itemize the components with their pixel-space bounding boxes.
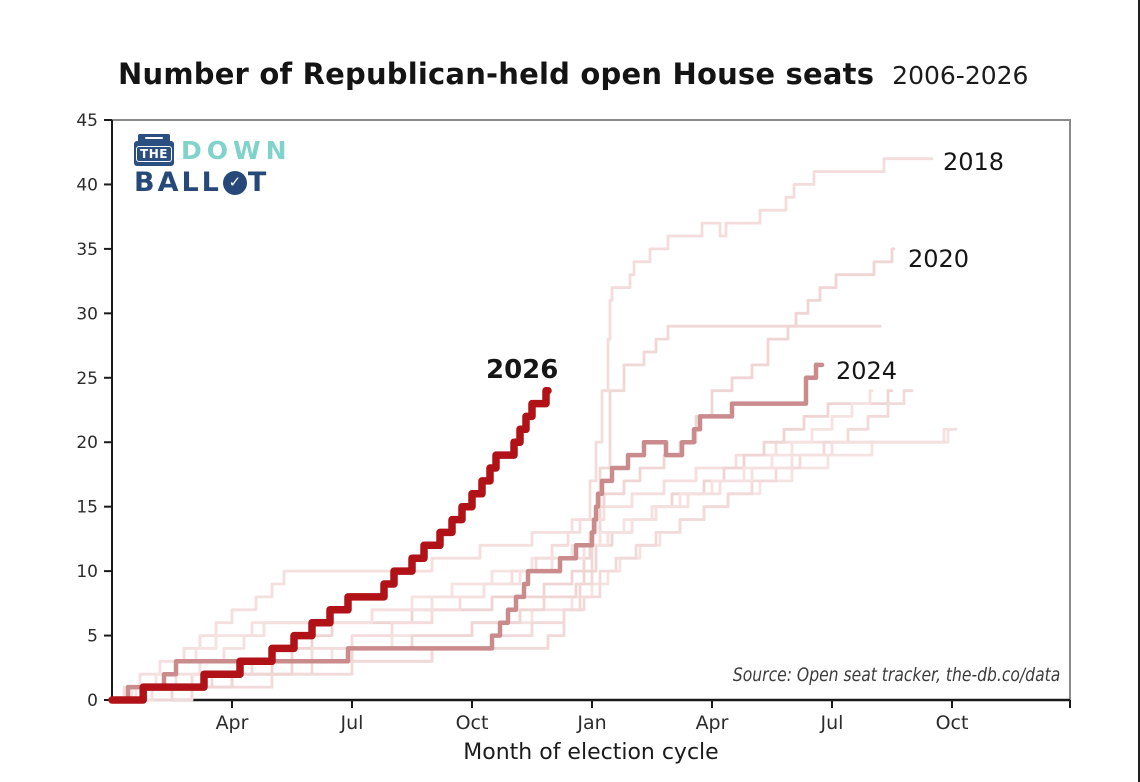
x-tick-label: Jul: [820, 712, 844, 734]
plot-frame: [112, 119, 1071, 700]
logo-word-the: THE: [136, 145, 172, 162]
series-line-2024: [109, 362, 825, 703]
x-tick-label: Oct: [936, 712, 969, 734]
x-tick-label: Apr: [216, 712, 249, 734]
logo-word-ball: BALL: [134, 167, 222, 198]
x-tick-label: Jul: [340, 712, 364, 734]
x-tick-label: Apr: [696, 712, 729, 734]
year-label-2020: 2020: [908, 245, 969, 273]
ballot-box-icon: THE: [134, 134, 174, 166]
year-label-2024: 2024: [836, 357, 897, 385]
year-label-2026: 2026: [486, 355, 558, 385]
series-line-2026: [108, 386, 552, 704]
x-tick-label: Oct: [456, 712, 489, 734]
x-axis-title: Month of election cycle: [463, 740, 719, 765]
page-title: Number of Republican-held open House sea…: [118, 57, 875, 91]
series-line-2020: [110, 247, 896, 702]
y-tick-label: 40: [76, 175, 98, 195]
y-tick-label: 25: [76, 369, 98, 389]
logo-word-t: T: [247, 167, 270, 198]
logo-row-bottom: BALL ✓ T: [134, 169, 292, 196]
y-tick-label: 30: [76, 304, 98, 324]
the-downballot-logo: THE DOWN BALL ✓ T: [134, 134, 292, 196]
y-tick-label: 35: [76, 240, 98, 260]
year-label-2018: 2018: [943, 148, 1004, 176]
y-tick-label: 10: [76, 562, 98, 582]
y-tick-label: 45: [76, 111, 98, 131]
page-subtitle: 2006-2026: [892, 61, 1029, 90]
y-tick-label: 15: [76, 498, 98, 518]
y-tick-label: 20: [76, 433, 98, 453]
logo-row-top: THE DOWN: [134, 134, 292, 166]
series-line-2018: [110, 157, 934, 702]
y-tick-label: 5: [87, 627, 98, 647]
y-tick-label: 0: [87, 691, 98, 711]
ballot-box-slot: [145, 137, 163, 139]
source-note: Source: Open seat tracker, the-db.co/dat…: [732, 664, 1060, 686]
logo-word-down: DOWN: [181, 136, 292, 165]
title-row: Number of Republican-held open House sea…: [118, 57, 1028, 91]
check-circle-icon: ✓: [222, 170, 247, 195]
x-tick-label: Jan: [576, 712, 606, 734]
